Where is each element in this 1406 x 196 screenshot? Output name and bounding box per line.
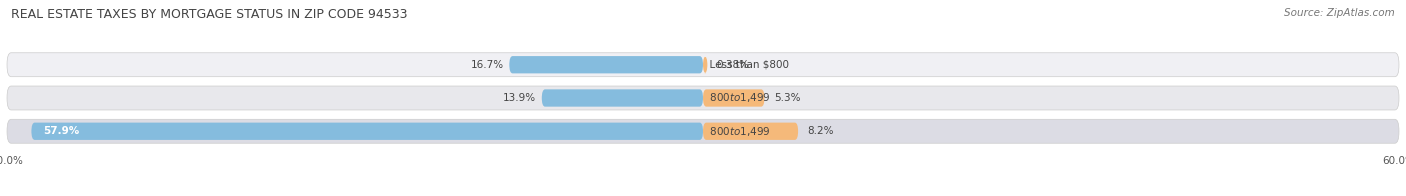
Text: Source: ZipAtlas.com: Source: ZipAtlas.com [1284, 8, 1395, 18]
FancyBboxPatch shape [703, 89, 765, 107]
Text: 16.7%: 16.7% [471, 60, 503, 70]
FancyBboxPatch shape [541, 89, 703, 107]
Text: 8.2%: 8.2% [807, 126, 834, 136]
Text: REAL ESTATE TAXES BY MORTGAGE STATUS IN ZIP CODE 94533: REAL ESTATE TAXES BY MORTGAGE STATUS IN … [11, 8, 408, 21]
FancyBboxPatch shape [7, 86, 1399, 110]
Text: 13.9%: 13.9% [503, 93, 536, 103]
FancyBboxPatch shape [7, 53, 1399, 77]
FancyBboxPatch shape [509, 56, 703, 73]
Text: $800 to $1,499: $800 to $1,499 [703, 92, 775, 104]
Text: Less than $800: Less than $800 [703, 60, 796, 70]
Text: 5.3%: 5.3% [773, 93, 800, 103]
Text: 0.38%: 0.38% [717, 60, 749, 70]
Text: $800 to $1,499: $800 to $1,499 [703, 125, 775, 138]
Text: 57.9%: 57.9% [44, 126, 79, 136]
FancyBboxPatch shape [703, 123, 799, 140]
FancyBboxPatch shape [31, 123, 703, 140]
FancyBboxPatch shape [7, 119, 1399, 143]
FancyBboxPatch shape [703, 56, 707, 73]
